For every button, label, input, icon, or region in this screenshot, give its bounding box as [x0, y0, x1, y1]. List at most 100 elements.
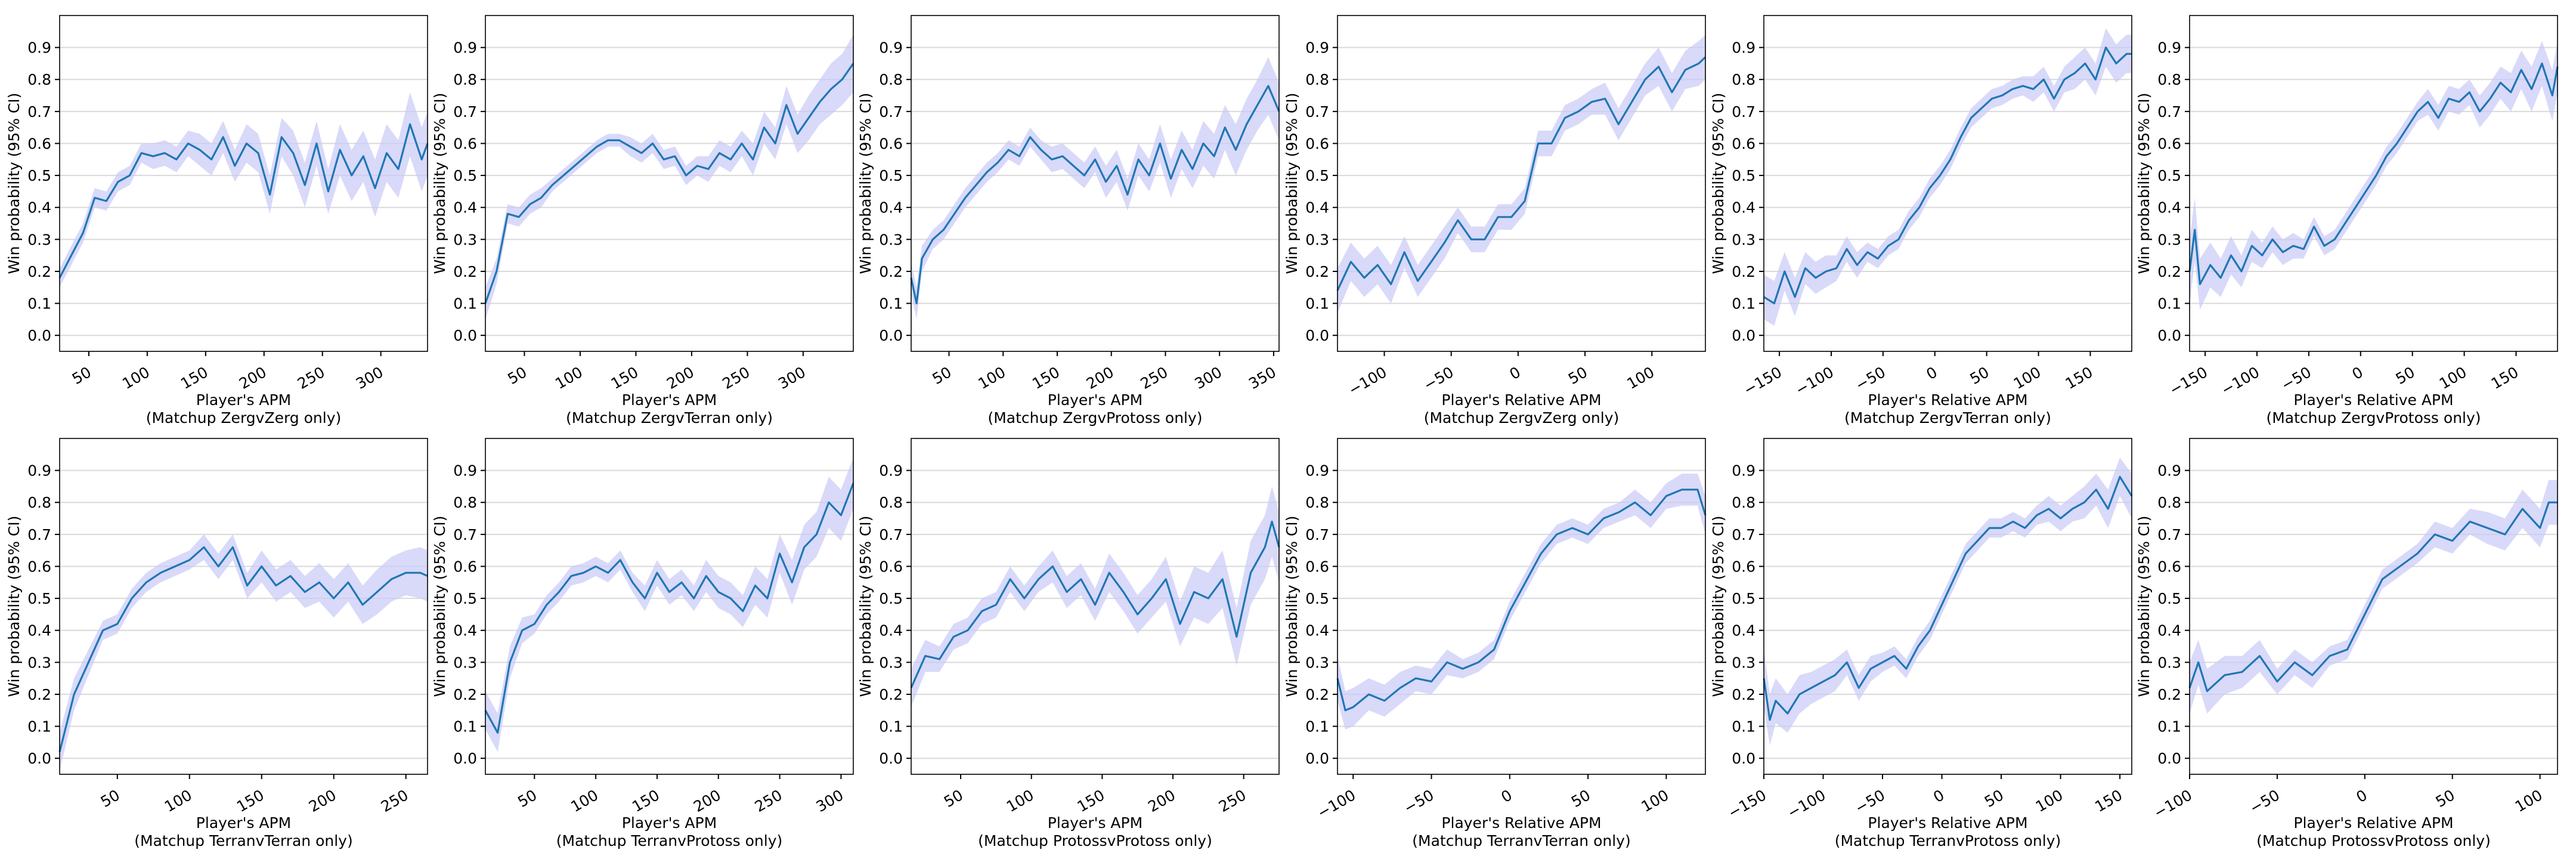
- x-tick-label: 0: [1498, 786, 1515, 806]
- y-tick-label: 0.4: [1305, 622, 1329, 639]
- y-tick-label: 0.6: [2157, 558, 2181, 575]
- y-tick-label: 0.1: [453, 295, 477, 313]
- y-tick-label: 0.3: [2157, 231, 2181, 248]
- y-tick-label: 0.7: [453, 103, 477, 120]
- confidence-band: [911, 486, 1279, 707]
- x-tick-label: 150: [608, 363, 642, 393]
- y-tick-label: 0.0: [2157, 327, 2181, 344]
- y-tick-label: 0.4: [879, 199, 903, 217]
- x-tick-label: 150: [234, 786, 267, 815]
- x-tick-label: 100: [2436, 363, 2470, 393]
- x-axis-label: Player's APM: [1048, 814, 1143, 832]
- x-tick-label: 300: [813, 786, 847, 815]
- y-tick-label: 0.2: [2157, 686, 2181, 703]
- x-tick-label: −150: [2166, 363, 2210, 398]
- x-tick-label: 50: [98, 786, 123, 811]
- x-axis-label: Player's Relative APM: [2293, 814, 2453, 832]
- y-tick-label: 0.8: [2157, 494, 2181, 511]
- y-tick-label: 0.4: [2157, 199, 2181, 217]
- x-tick-label: −100: [1314, 786, 1358, 821]
- confidence-band: [1337, 35, 1705, 313]
- confidence-band: [1764, 28, 2132, 326]
- x-tick-label: 100: [162, 786, 195, 815]
- confidence-band: [2190, 41, 2558, 310]
- y-tick-label: 0.2: [879, 686, 903, 703]
- x-tick-label: 100: [552, 363, 586, 393]
- confidence-band: [60, 92, 428, 288]
- x-tick-label: 50: [2393, 363, 2418, 388]
- y-tick-label: 0.5: [1305, 167, 1329, 184]
- plot-area: [911, 16, 1279, 351]
- subplot-1: 0.0 0.1 0.2 0.3 0.4 0.5 0.6 0.7 0.8 0.9 50 100 150 20…: [5, 15, 429, 427]
- x-tick-label: 50: [515, 786, 540, 811]
- y-tick-label: 0.9: [453, 462, 477, 480]
- x-tick-label: 200: [664, 363, 697, 393]
- y-tick-label: 0.4: [27, 622, 51, 639]
- x-tick-label: 250: [1138, 363, 1171, 393]
- y-tick-label: 0.5: [1732, 167, 1755, 184]
- y-tick-label: 0.3: [2157, 654, 2181, 671]
- x-tick-label: 150: [629, 786, 662, 815]
- subplot-8: 0.0 0.1 0.2 0.3 0.4 0.5 0.6 0.7 0.8 0.9 50 100 150 20…: [431, 438, 854, 849]
- x-tick-label: 50: [929, 363, 954, 388]
- y-tick-label: 0.6: [879, 135, 903, 152]
- y-tick-label: 0.5: [27, 590, 51, 607]
- y-tick-label: 0.7: [1732, 526, 1755, 543]
- x-tick-label: 100: [1639, 786, 1672, 815]
- confidence-band: [1764, 458, 2132, 746]
- x-tick-label: −100: [2218, 363, 2262, 398]
- y-tick-label: 0.5: [2157, 167, 2181, 184]
- y-tick-label: 0.6: [453, 135, 477, 152]
- y-tick-label: 0.9: [453, 39, 477, 57]
- series-line: [484, 483, 854, 734]
- axes-frame: [2189, 15, 2558, 352]
- x-tick-label: −100: [1785, 786, 1829, 821]
- y-tick-label: 0.4: [27, 199, 51, 217]
- x-axis-sublabel: (Matchup ZergvZerg only): [1424, 409, 1620, 427]
- y-tick-label: 0.1: [453, 718, 477, 736]
- axes-frame: [59, 15, 428, 352]
- y-tick-label: 0.9: [1732, 39, 1755, 57]
- axes-frame: [1337, 15, 1706, 352]
- y-tick-label: 0.7: [1732, 103, 1755, 120]
- y-tick-label: 0.4: [879, 622, 903, 639]
- y-tick-label: 0.6: [1305, 558, 1329, 575]
- x-tick-label: −50: [1401, 786, 1436, 817]
- x-tick-label: 200: [1083, 363, 1117, 393]
- series-line: [1763, 475, 2133, 721]
- subplot-6: 0.0 0.1 0.2 0.3 0.4 0.5 0.6 0.7 0.8 0.9 −150 −100 −5…: [2135, 15, 2559, 427]
- x-tick-label: 100: [1004, 786, 1037, 815]
- x-tick-label: 100: [2512, 786, 2546, 815]
- y-tick-label: 0.4: [453, 199, 477, 217]
- y-tick-label: 0.6: [27, 135, 51, 152]
- y-tick-label: 0.6: [1305, 135, 1329, 152]
- x-tick-label: 300: [353, 363, 386, 393]
- confidence-band: [1337, 474, 1705, 730]
- y-tick-label: 0.0: [879, 750, 903, 767]
- x-tick-label: 150: [1075, 786, 1108, 815]
- subplot-10: 0.0 0.1 0.2 0.3 0.4 0.5 0.6 0.7 0.8 0.9 −100 −50 0 50…: [1283, 438, 1707, 849]
- x-tick-label: 100: [2011, 363, 2044, 393]
- y-tick-label: 0.8: [879, 71, 903, 88]
- y-tick-label: 0.6: [1732, 558, 1755, 575]
- y-tick-label: 0.7: [1305, 103, 1329, 120]
- y-axis-label: Win probability (95% CI): [1710, 92, 1727, 274]
- y-tick-label: 0.5: [1732, 590, 1755, 607]
- x-axis-label: Player's APM: [196, 814, 291, 832]
- y-tick-label: 0.8: [2157, 71, 2181, 88]
- x-axis-label: Player's APM: [196, 391, 291, 409]
- x-tick-label: 50: [69, 363, 94, 388]
- series-line: [2188, 501, 2558, 693]
- y-tick-label: 0.9: [1305, 39, 1329, 57]
- y-tick-label: 0.4: [1305, 199, 1329, 217]
- y-tick-label: 0.8: [27, 71, 51, 88]
- y-tick-label: 0.8: [1732, 71, 1755, 88]
- y-tick-label: 0.2: [1732, 686, 1755, 703]
- y-tick-label: 0.8: [1305, 71, 1329, 88]
- x-tick-label: 0: [1507, 363, 1524, 383]
- y-tick-label: 0.9: [27, 39, 51, 57]
- y-tick-label: 0.1: [27, 718, 51, 736]
- y-tick-label: 0.7: [453, 526, 477, 543]
- y-tick-label: 0.2: [2157, 263, 2181, 280]
- x-axis-sublabel: (Matchup ZergvZerg only): [146, 409, 342, 427]
